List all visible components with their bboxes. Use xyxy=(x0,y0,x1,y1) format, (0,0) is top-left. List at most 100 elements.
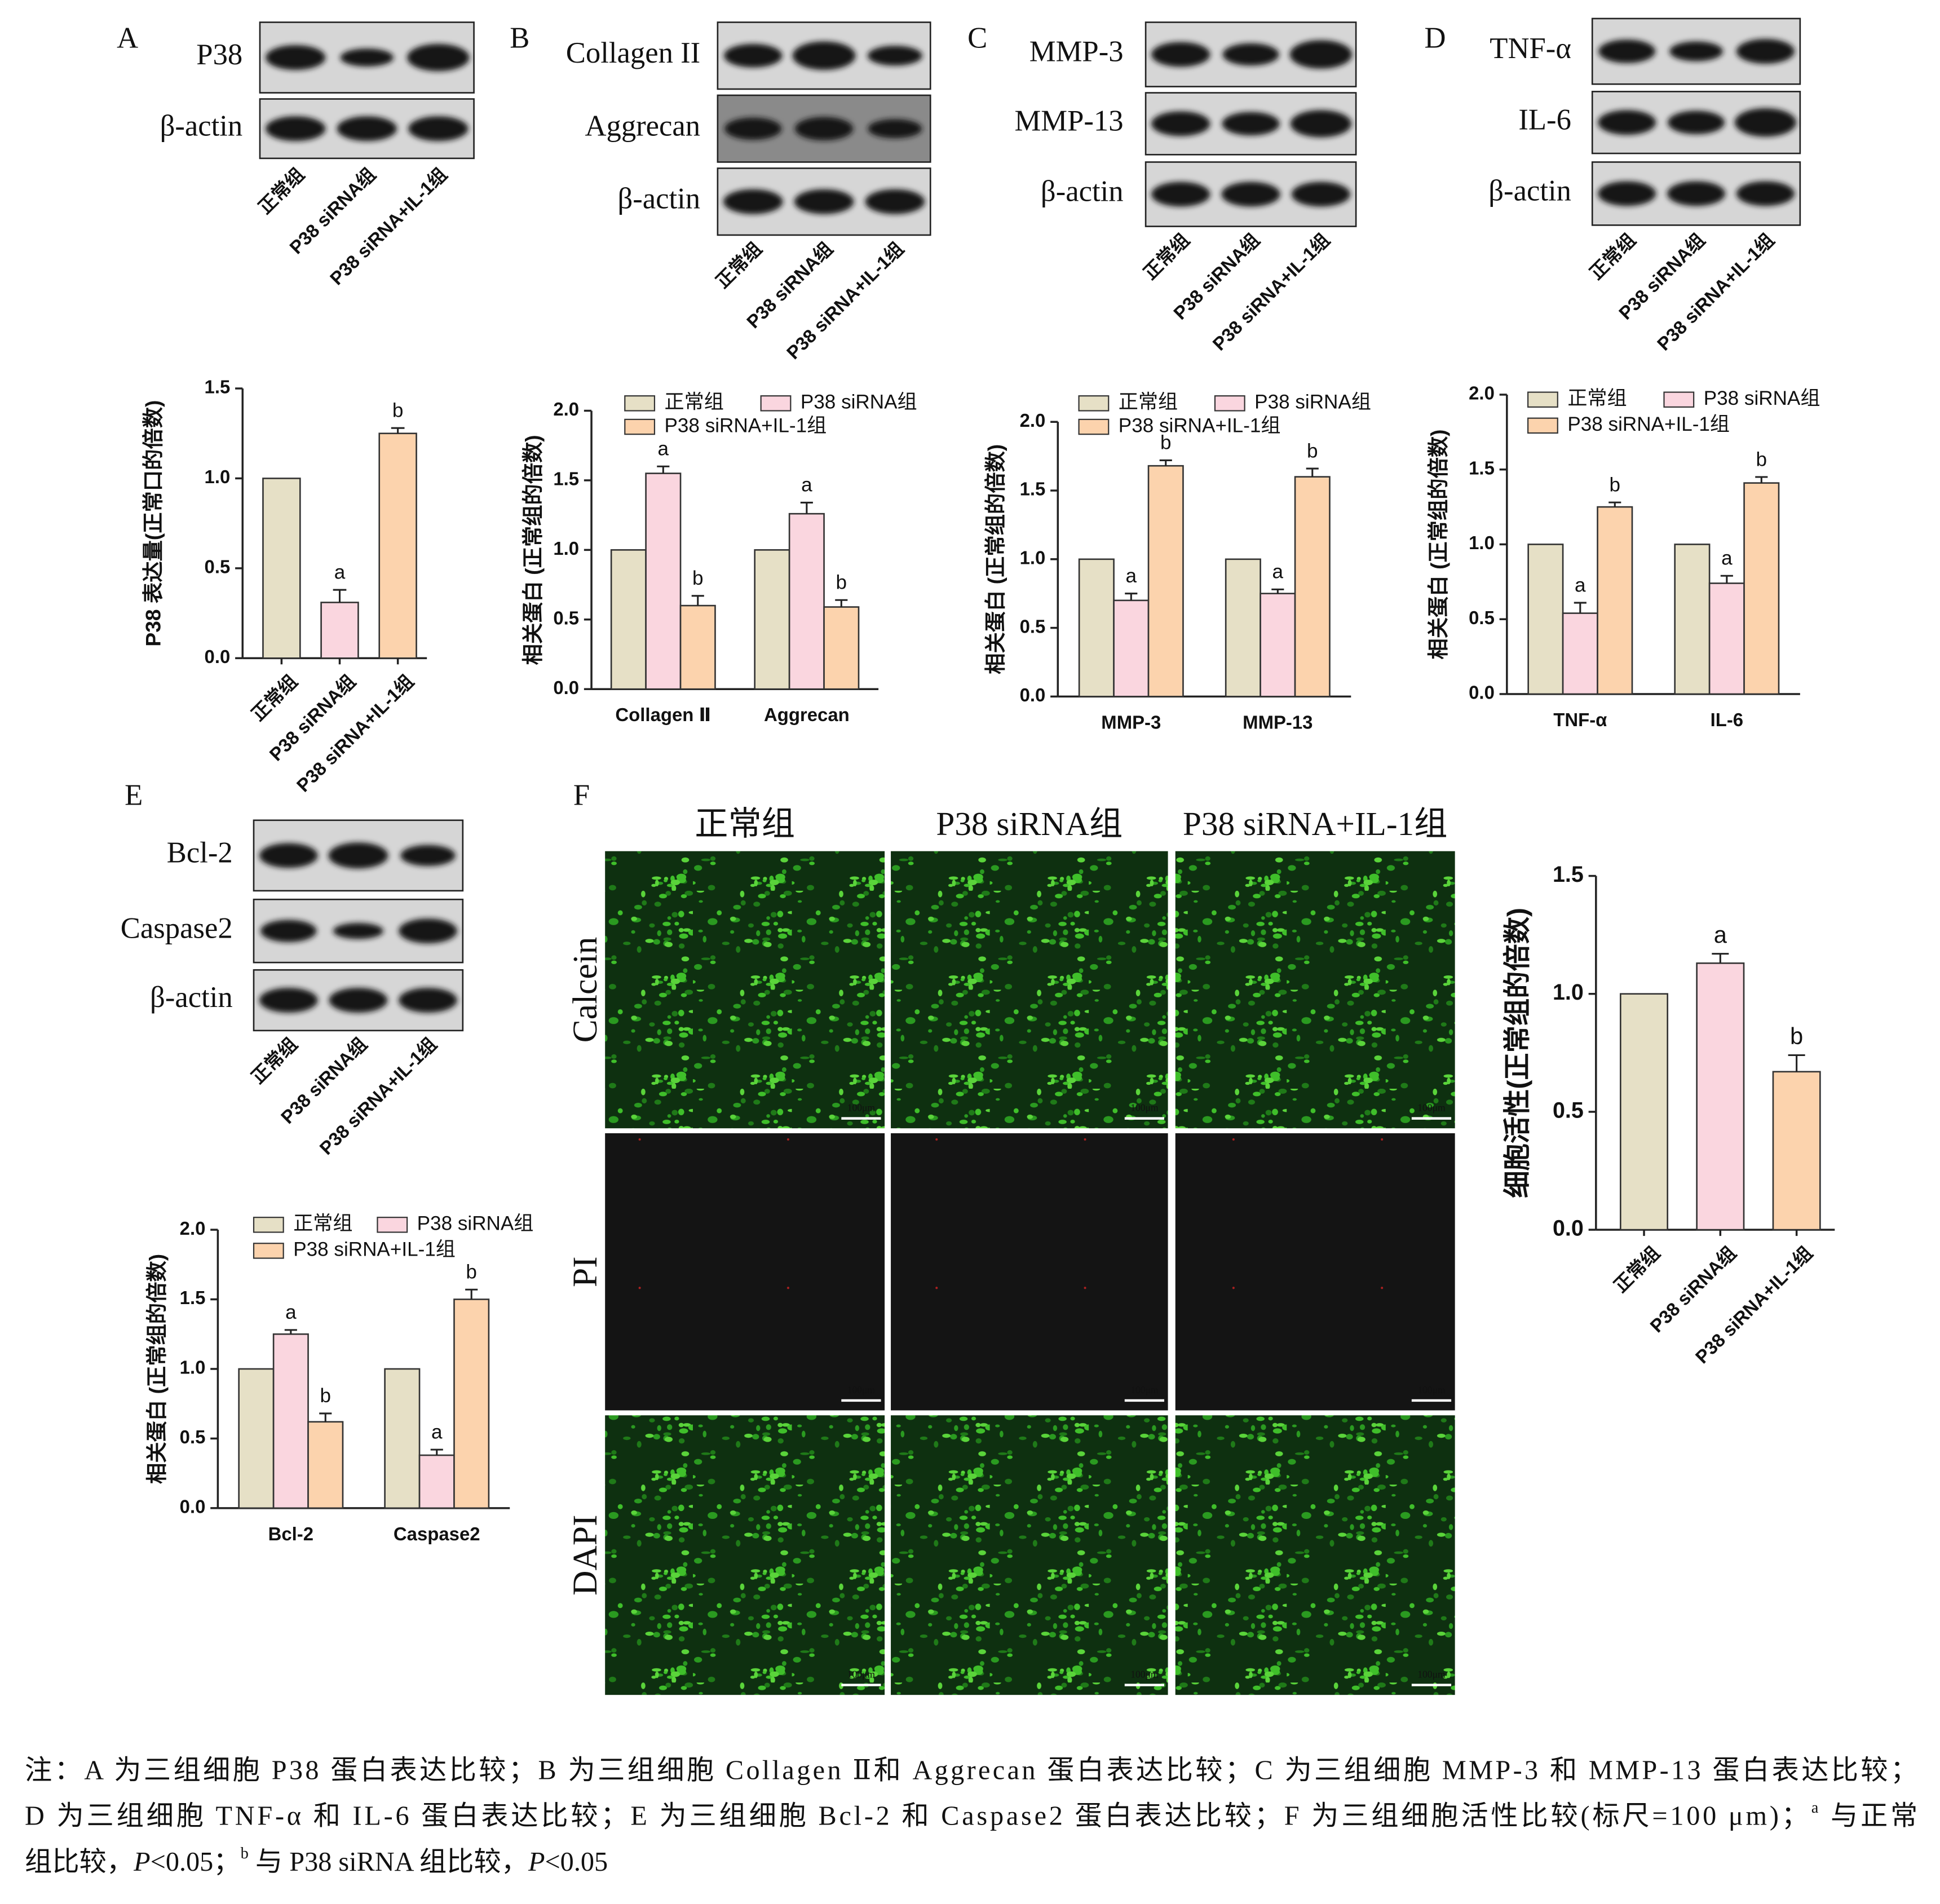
significance-label: a xyxy=(658,438,669,460)
bar xyxy=(272,1333,309,1509)
y-tick-label: 1.0 xyxy=(1553,980,1584,1005)
y-tick-label: 0.0 xyxy=(205,646,231,667)
note-text: 注：A 为三组细胞 P38 蛋白表达比较；B 为三组细胞 Collagen Ⅱ和… xyxy=(25,1755,1917,1785)
y-tick-label: 0.5 xyxy=(180,1426,206,1447)
significance-label: a xyxy=(801,474,812,496)
bar xyxy=(320,602,359,659)
legend-swatch xyxy=(1663,391,1695,408)
bar xyxy=(1597,506,1633,695)
lane-label: 正常组 xyxy=(247,1033,301,1088)
significance-label: b xyxy=(320,1385,332,1407)
blot-protein-label: Caspase2 xyxy=(121,912,233,944)
blot-band xyxy=(407,43,470,72)
y-tick-label: 0.0 xyxy=(553,677,579,698)
legend-swatch xyxy=(377,1217,408,1233)
significance-label: b xyxy=(692,567,704,589)
blot-band xyxy=(865,189,925,214)
note-line: 组比较，P<0.05；b 与 P38 siRNA 组比较，P<0.05 xyxy=(25,1845,608,1877)
bar xyxy=(1147,465,1184,697)
significance-label: a xyxy=(1575,574,1586,596)
micrograph xyxy=(891,851,1168,1129)
micrograph xyxy=(605,1415,885,1695)
blot-band xyxy=(1291,182,1351,207)
blot-band xyxy=(328,842,388,869)
blot-band xyxy=(1222,112,1280,136)
legend-swatch xyxy=(1527,417,1558,434)
blot-protein-label: IL-6 xyxy=(1518,103,1571,136)
blot-band xyxy=(399,988,457,1013)
bar xyxy=(1294,476,1331,697)
y-tick-label: 1.0 xyxy=(1469,532,1495,553)
bar xyxy=(307,1421,344,1509)
bar xyxy=(453,1298,490,1509)
blot-band xyxy=(329,988,388,1013)
legend-swatch xyxy=(1527,391,1558,408)
bar xyxy=(1527,544,1564,695)
bar xyxy=(1078,558,1115,697)
blot-band xyxy=(259,843,318,868)
scale-bar-label: 100μm xyxy=(1417,1102,1446,1113)
note-text: P xyxy=(133,1847,150,1877)
bar xyxy=(1743,482,1780,695)
row-label: Calcein xyxy=(566,937,604,1043)
row-label: PI xyxy=(566,1256,604,1287)
y-axis-title: 相关蛋白 (正常组的倍数) xyxy=(145,1254,169,1484)
significance-label: b xyxy=(392,399,404,421)
y-tick-label: 1.0 xyxy=(553,538,579,559)
x-tick-label: MMP-3 xyxy=(1101,712,1161,732)
lane-label: 正常组 xyxy=(712,238,766,292)
blot-band xyxy=(1598,110,1656,135)
y-tick-label: 2.0 xyxy=(1020,410,1046,431)
panel-label: F xyxy=(573,779,590,811)
significance-label: a xyxy=(285,1301,297,1323)
legend-label: P38 siRNA组 xyxy=(1704,387,1820,409)
blot-protein-label: P38 xyxy=(196,38,242,71)
micrograph xyxy=(1175,1133,1455,1411)
blot-band xyxy=(794,117,854,141)
significance-label: a xyxy=(1721,547,1733,569)
bar xyxy=(1113,599,1150,697)
y-tick-label: 1.5 xyxy=(1553,862,1584,887)
blot-band xyxy=(723,43,783,68)
blot-protein-label: β-actin xyxy=(1041,175,1124,208)
y-tick-label: 1.5 xyxy=(1020,479,1046,500)
bar xyxy=(823,606,860,690)
legend-label: 正常组 xyxy=(293,1213,352,1235)
blot-band xyxy=(1669,41,1724,61)
legend-label: P38 siRNA+IL-1组 xyxy=(1567,413,1730,435)
column-header: P38 siRNA+IL-1组 xyxy=(1183,805,1447,842)
significance-label: b xyxy=(1756,448,1767,470)
column-header: P38 siRNA组 xyxy=(936,805,1123,842)
blot-band xyxy=(792,41,856,70)
bar xyxy=(1620,993,1669,1231)
scale-bar-label: 100μm xyxy=(847,1102,876,1113)
lane-label: P38 siRNA+IL-1组 xyxy=(326,164,451,289)
micrograph xyxy=(1175,851,1455,1129)
y-tick-label: 0.5 xyxy=(1020,616,1046,637)
bar xyxy=(1260,593,1296,697)
blot-protein-label: Collagen II xyxy=(566,37,700,69)
y-tick-label: 1.5 xyxy=(553,469,579,489)
bar xyxy=(418,1454,455,1509)
panel-label: B xyxy=(510,21,529,54)
bar xyxy=(378,432,417,659)
y-tick-label: 1.0 xyxy=(180,1357,206,1378)
blot-band xyxy=(1222,43,1279,66)
legend-swatch xyxy=(1078,418,1110,435)
note-text: <0.05； xyxy=(151,1847,241,1877)
legend-swatch xyxy=(253,1243,284,1259)
legend-swatch xyxy=(253,1217,284,1233)
y-tick-label: 0.5 xyxy=(205,556,231,577)
x-tick-label: Aggrecan xyxy=(764,704,850,725)
blot-band xyxy=(1736,39,1795,64)
blot-protein-label: β-actin xyxy=(150,981,233,1014)
significance-label: b xyxy=(466,1261,477,1283)
y-tick-label: 1.0 xyxy=(1020,547,1046,568)
column-header: 正常组 xyxy=(695,805,795,842)
significance-label: a xyxy=(1126,565,1137,587)
lane-label: P38 siRNA+IL-1组 xyxy=(1653,229,1778,355)
scale-bar-label: 100μm xyxy=(1130,1102,1159,1113)
micrograph xyxy=(605,1133,885,1411)
blot-band xyxy=(1736,181,1795,206)
